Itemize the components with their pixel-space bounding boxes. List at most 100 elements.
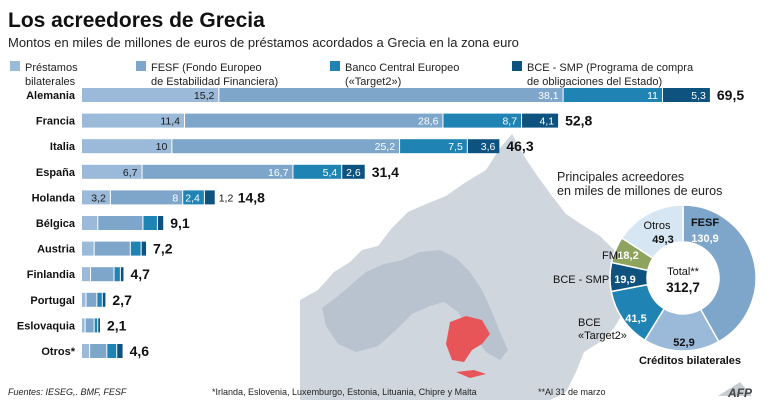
donut-value-otros: 49,3 <box>652 234 673 246</box>
country-label: Holanda <box>32 192 76 204</box>
bar-segment-label: 2,4 <box>185 192 200 204</box>
bar-segment-target2 <box>94 318 98 333</box>
donut-center <box>648 243 718 313</box>
bar-segment-prestamos <box>82 164 142 179</box>
bar-total: 69,5 <box>717 87 744 103</box>
legend: Préstamos bilaterales FESF (Fondo Europeo d… <box>10 61 694 88</box>
bar-segment-prestamos <box>82 216 98 230</box>
bar-segment-prestamos <box>82 267 91 282</box>
donut-slice-fesf <box>682 204 757 343</box>
donut-center-label: Total** <box>667 266 700 278</box>
donut-label-target2: BCE <box>578 317 601 329</box>
bar-segment-target2 <box>183 190 204 205</box>
bar-segment-target2 <box>107 344 117 358</box>
legend-swatch-prestamos <box>10 61 20 71</box>
bar-segment-target2 <box>293 164 342 179</box>
bar-segment-label: 5,4 <box>323 167 338 179</box>
donut-title-line-1: Principales acreedores <box>557 170 684 184</box>
bar-total: 2,1 <box>107 317 127 333</box>
bar-segment-prestamos <box>82 344 90 358</box>
bar-segment-prestamos <box>82 190 110 205</box>
bar-segment-label: 38,1 <box>538 90 559 102</box>
bar-segment-smp <box>663 88 710 102</box>
donut-label-smp: BCE - SMP <box>553 274 609 286</box>
donut-value-target2: 41,5 <box>625 313 646 325</box>
bar-segment-smp <box>117 344 123 358</box>
country-label: Francia <box>36 116 76 128</box>
legend-label-target2-1: Banco Central Europeo <box>345 62 459 74</box>
country-label: Italia <box>50 141 76 153</box>
donut-label-fmi: FMI <box>602 250 621 262</box>
bar-segment-label: 7,5 <box>448 141 463 153</box>
country-label: Finlandia <box>27 269 76 281</box>
legend-label-fesf-1: FESF (Fondo Europeo <box>151 62 262 74</box>
bar-segment-label: 16,7 <box>268 167 289 179</box>
donut-label-target2-2: «Target2» <box>578 330 627 342</box>
donut-value-prestamos: 52,9 <box>673 337 694 349</box>
bar-segment-label: 6,7 <box>123 167 138 179</box>
crete-shape <box>456 370 486 378</box>
bar-total: 9,1 <box>170 215 190 231</box>
bar-segment-prestamos <box>82 318 85 333</box>
donut-label-fesf: FESF <box>691 217 719 229</box>
country-label: Portugal <box>30 295 75 307</box>
country-label: Otros* <box>41 346 75 358</box>
bar-segment-label: 2,6 <box>346 167 361 179</box>
donut-label-otros: Otros <box>644 220 671 232</box>
footer-note-date: **Al 31 de marzo <box>538 387 606 397</box>
greece-shape <box>446 316 490 362</box>
bar-segment-target2 <box>443 113 522 128</box>
country-label: Eslovaquia <box>17 320 76 332</box>
bar-segment-fesf <box>172 139 400 154</box>
bar-total: 14,8 <box>238 189 265 205</box>
bar-segment-target2 <box>97 292 102 307</box>
bar-segment-fesf <box>94 241 130 256</box>
afp-logo-text: AFP <box>727 386 753 400</box>
bar-segment-label: 4,1 <box>539 116 554 128</box>
bar-total: 31,4 <box>372 164 399 180</box>
legend-label-smp-2: de obligaciones del Estado) <box>527 76 662 88</box>
bar-segment-smp <box>204 190 215 205</box>
chart-title: Los acreedores de Grecia <box>8 9 265 32</box>
bar-segment-fesf <box>185 113 443 128</box>
afp-logo: AFP <box>718 382 753 400</box>
bar-segment-smp <box>157 216 164 230</box>
bar-segment-fesf <box>90 344 107 358</box>
bar-segment-label: 1,2 <box>219 192 234 204</box>
bar-total: 2,7 <box>112 292 132 308</box>
bar-segment-smp <box>522 113 559 128</box>
legend-label-smp-1: BCE - SMP (Programa de compra <box>527 62 694 74</box>
bar-segment-fesf <box>110 190 183 205</box>
footer-note-others: *Irlanda, Eslovenia, Luxemburgo, Estonia… <box>212 387 477 397</box>
country-label: Alemania <box>26 90 76 102</box>
bar-total: 4,7 <box>130 266 150 282</box>
bar-segment-fesf <box>142 164 293 179</box>
footer-sources: Fuentes: IESEG,. BMF, FESF <box>8 387 127 397</box>
chart-subtitle: Montos en miles de millones de euros de … <box>8 35 519 50</box>
donut-label-prestamos: Créditos bilaterales <box>639 355 741 367</box>
bar-segment-fesf <box>91 267 114 282</box>
bar-segment-label: 15,2 <box>194 90 215 102</box>
donut-value-smp: 19,9 <box>614 274 635 286</box>
country-label: Bélgica <box>36 218 76 230</box>
bar-segment-label: 3,6 <box>481 141 496 153</box>
bar-segment-fesf <box>85 318 94 333</box>
stacked-bars: Alemania 15,2 38,1 11 5,3 69,5 Francia 11,4 28,6… <box>17 87 744 359</box>
legend-label-fesf-2: de Estabilidad Financiera) <box>151 76 278 88</box>
bar-segment-fesf <box>98 216 143 230</box>
bar-segment-smp <box>120 267 124 282</box>
bar-segment-target2 <box>143 216 157 230</box>
bar-segment-label: 10 <box>156 141 168 153</box>
donut-value-fmi: 18,2 <box>617 250 638 262</box>
bar-segment-label: 11 <box>647 90 658 102</box>
legend-label-prestamos-2: bilaterales <box>25 76 76 88</box>
bar-total: 4,6 <box>130 343 150 359</box>
afp-logo-mark <box>718 382 752 396</box>
bar-segment-target2 <box>114 267 120 282</box>
bar-segment-label: 8,7 <box>502 116 517 128</box>
legend-swatch-smp <box>512 61 522 71</box>
europe-map <box>300 134 626 400</box>
bar-segment-prestamos <box>82 88 219 102</box>
